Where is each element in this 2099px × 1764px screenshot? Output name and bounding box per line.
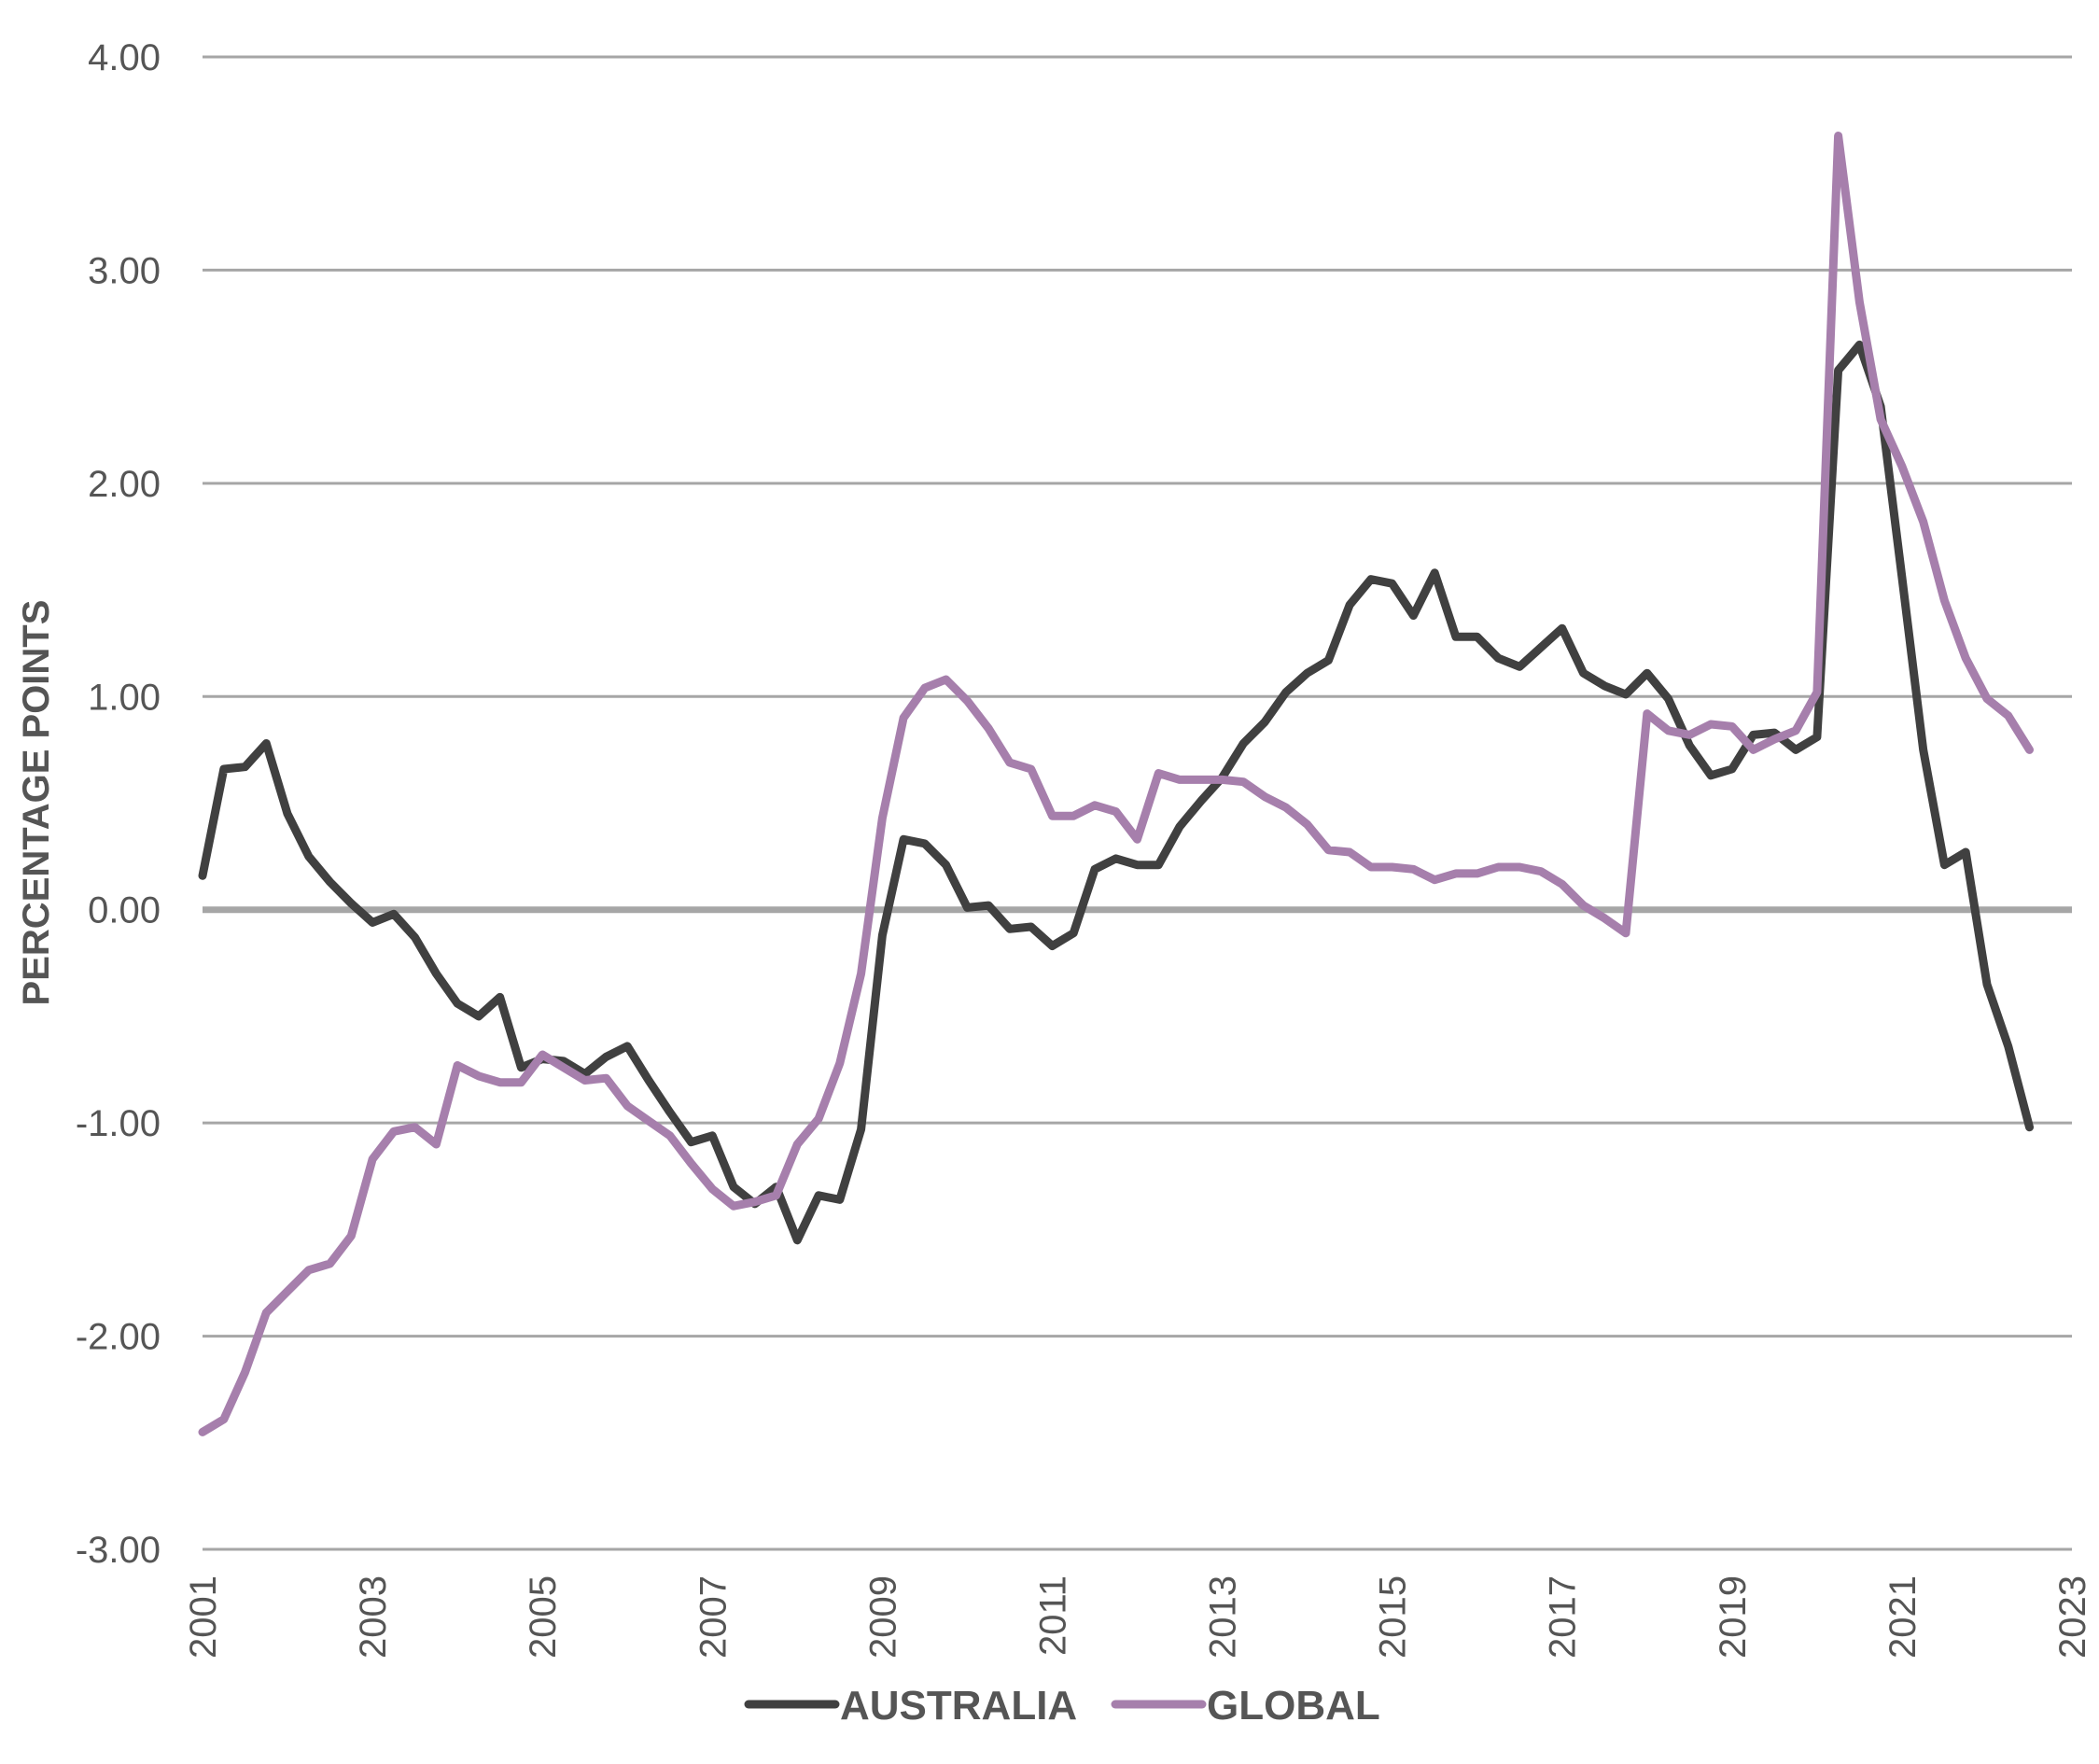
series-lines — [198, 132, 2034, 1436]
x-tick-label: 2009 — [862, 1575, 903, 1659]
x-tick-label: 2007 — [693, 1575, 734, 1659]
x-tick-label: 2015 — [1373, 1575, 1414, 1659]
x-tick-label: 2003 — [353, 1575, 394, 1659]
y-tick-label: -3.00 — [76, 1530, 161, 1571]
x-tick-label: 2011 — [1032, 1575, 1073, 1656]
x-tick-label: 2023 — [2052, 1575, 2093, 1659]
gridlines — [203, 55, 2072, 1551]
x-tick-label: 2019 — [1713, 1575, 1754, 1659]
y-tick-label: -1.00 — [76, 1103, 161, 1144]
series-line-australia — [198, 340, 2034, 1245]
x-axis-tick-labels: 2001 2003 2005 2007 2009 2011 2013 2015 2017 2019… — [183, 1575, 2093, 1659]
x-tick-label: 2013 — [1203, 1575, 1244, 1659]
x-tick-label: 2017 — [1543, 1575, 1584, 1659]
legend-label-australia: AUSTRALIA — [840, 1683, 1077, 1729]
x-tick-label: 2021 — [1882, 1575, 1924, 1659]
series-line-global — [198, 132, 2034, 1436]
y-tick-label: 1.00 — [88, 677, 161, 718]
y-tick-label: 2.00 — [88, 464, 161, 505]
y-axis-title: PERCENTAGE POINTS — [16, 600, 57, 1006]
legend: AUSTRALIA GLOBAL — [744, 1683, 1380, 1729]
x-tick-label: 2001 — [183, 1575, 224, 1659]
y-tick-label: -2.00 — [76, 1317, 161, 1358]
legend-label-global: GLOBAL — [1207, 1683, 1380, 1729]
x-tick-label: 2005 — [523, 1575, 564, 1659]
y-tick-label: 0.00 — [88, 890, 161, 931]
y-tick-label: 4.00 — [88, 37, 161, 78]
y-tick-label: 3.00 — [88, 250, 161, 291]
y-axis-tick-labels: 4.00 3.00 2.00 1.00 0.00 -1.00 -2.00 -3.00 — [76, 37, 161, 1571]
